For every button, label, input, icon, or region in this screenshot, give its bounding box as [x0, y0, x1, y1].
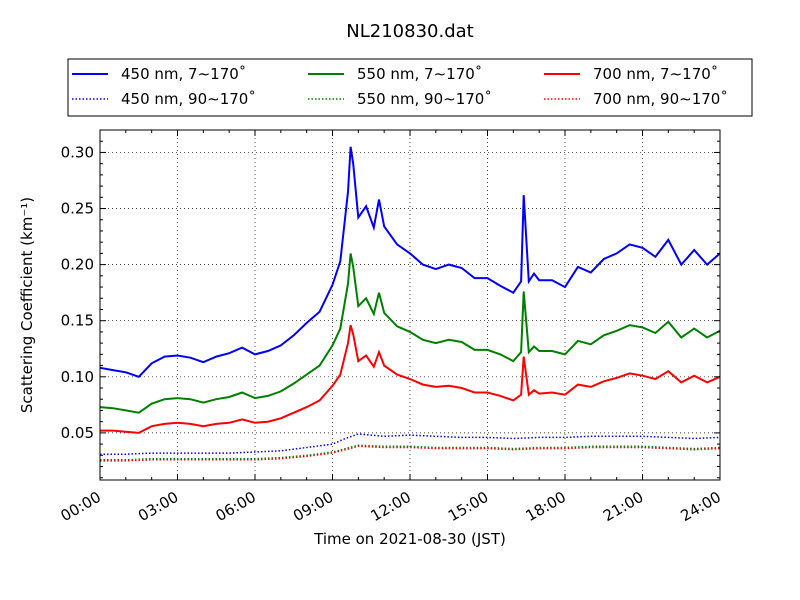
y-axis-label: Scattering Coefficient (km⁻¹) — [18, 197, 36, 413]
legend-label-3: 550 nm, 90∼170˚ — [357, 90, 492, 108]
series-line-3 — [100, 444, 721, 461]
series-line-4 — [100, 324, 721, 434]
series-line-5 — [100, 445, 721, 462]
x-tick-label: 24:00 — [678, 488, 724, 525]
chart-title: NL210830.dat — [346, 21, 473, 42]
y-tick-label: 0.15 — [61, 312, 94, 330]
x-tick-label: 03:00 — [135, 488, 181, 525]
x-tick-label: 21:00 — [600, 488, 646, 525]
series-line-2 — [99, 253, 721, 414]
legend-label-2: 550 nm, 7∼170˚ — [357, 65, 482, 83]
series-lines — [99, 146, 721, 462]
x-tick-label: 06:00 — [213, 488, 259, 525]
legend-frame — [67, 58, 753, 117]
x-tick-label: 09:00 — [290, 488, 336, 525]
y-tick-label: 0.20 — [61, 256, 94, 274]
legend-label-5: 700 nm, 90∼170˚ — [593, 90, 728, 108]
x-tick-label: 00:00 — [58, 488, 104, 525]
legend-label-0: 450 nm, 7∼170˚ — [121, 65, 246, 83]
y-axis-ticks: 0.05 0.10 0.15 0.20 0.25 0.30 — [61, 140, 720, 479]
series-line-0 — [99, 146, 721, 378]
x-tick-label: 15:00 — [445, 488, 491, 525]
y-tick-label: 0.05 — [61, 424, 94, 442]
series-line-1 — [100, 433, 721, 455]
legend-label-1: 450 nm, 90∼170˚ — [121, 90, 256, 108]
legend: 450 nm, 7∼170˚ 450 nm, 90∼170˚ 550 nm, 7∼1… — [67, 58, 753, 117]
legend-label-4: 700 nm, 7∼170˚ — [593, 65, 718, 83]
x-axis-label: Time on 2021-08-30 (JST) — [313, 530, 506, 548]
y-tick-label: 0.10 — [61, 368, 94, 386]
x-tick-label: 12:00 — [368, 488, 414, 525]
y-tick-label: 0.30 — [61, 143, 94, 161]
x-tick-label: 18:00 — [523, 488, 569, 525]
y-tick-label: 0.25 — [61, 200, 94, 218]
grid — [100, 130, 720, 480]
